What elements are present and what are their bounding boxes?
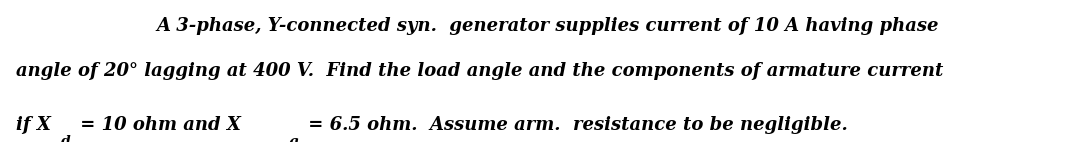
Text: = 6.5 ohm.  Assume arm.  resistance to be negligible.: = 6.5 ohm. Assume arm. resistance to be … [302,116,847,134]
Text: q: q [289,135,299,142]
Text: angle of 20° lagging at 400 V.  Find the load angle and the components of armatu: angle of 20° lagging at 400 V. Find the … [16,62,954,80]
Text: if X: if X [16,116,50,134]
Text: = 10 ohm and X: = 10 ohm and X [74,116,241,134]
Text: d: d [61,135,71,142]
Text: A 3-phase, Y-connected syn.  generator supplies current of 10 A having phase: A 3-phase, Y-connected syn. generator su… [157,17,939,35]
